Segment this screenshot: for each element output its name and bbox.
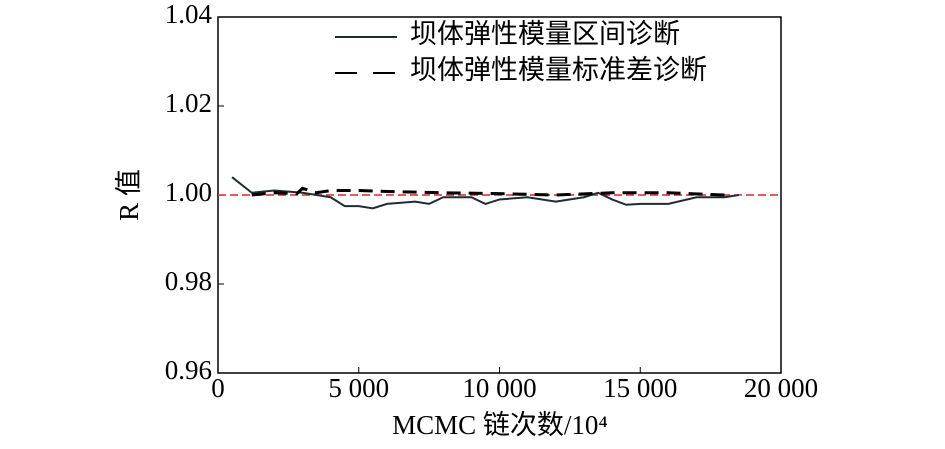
series-line — [251, 186, 725, 197]
y-tick-label: 0.96 — [165, 355, 212, 385]
x-axis-label: MCMC 链次数/10⁴ — [392, 410, 608, 440]
y-tick-label: 1.04 — [165, 0, 213, 29]
x-tick-label: 0 — [211, 373, 225, 403]
y-tick-label: 1.00 — [165, 177, 212, 207]
legend-label: 坝体弹性模量区间诊断 — [410, 19, 680, 49]
x-tick-label: 10 000 — [462, 373, 536, 403]
x-tick-label: 15 000 — [603, 373, 677, 403]
series-line — [231, 176, 739, 210]
legend-label: 坝体弹性模量标准差诊断 — [410, 55, 707, 85]
y-axis-label: R 值 — [114, 169, 144, 221]
y-tick-label: 1.02 — [165, 88, 212, 118]
x-tick-label: 5 000 — [328, 373, 389, 403]
y-tick-label: 0.98 — [165, 266, 212, 296]
x-tick-label: 20 000 — [744, 373, 818, 403]
